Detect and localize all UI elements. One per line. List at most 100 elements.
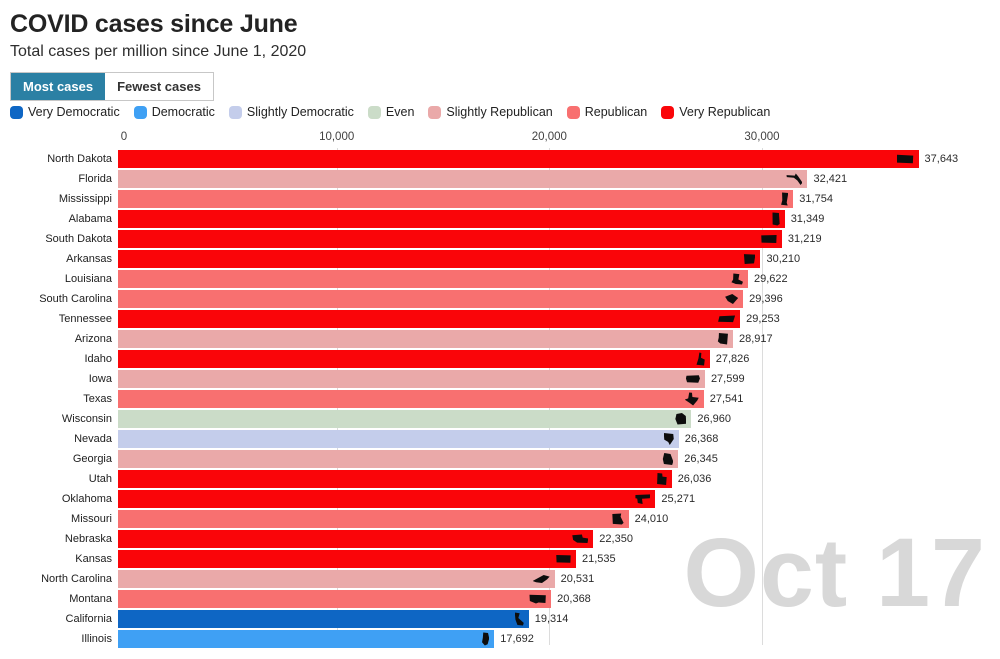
bar-nevada	[118, 430, 679, 448]
legend-item-even: Even	[367, 105, 415, 119]
date-watermark: Oct 17	[683, 518, 986, 627]
bar-south-carolina	[118, 290, 744, 308]
legend-label: Slightly Republican	[446, 105, 553, 119]
bar-missouri	[118, 510, 629, 528]
wisconsin-shape-icon	[675, 413, 687, 425]
legend-swatch-icon	[10, 105, 23, 119]
texas-shape-icon	[684, 392, 699, 406]
legend-swatch-icon	[367, 105, 381, 119]
legend-item-very-republican: Very Republican	[661, 105, 770, 119]
legend-swatch-icon	[228, 105, 242, 119]
bar-georgia	[118, 450, 679, 468]
page-title: COVID cases since June	[10, 10, 298, 38]
state-label-illinois: Illinois	[81, 633, 112, 645]
value-label-nebraska: 22,350	[599, 533, 633, 545]
state-label-arkansas: Arkansas	[66, 253, 112, 265]
legend-item-republican: Republican	[566, 105, 648, 119]
state-label-utah: Utah	[88, 473, 112, 485]
value-label-california: 19,314	[534, 613, 569, 625]
value-label-alabama: 31,349	[790, 213, 825, 225]
bar-north-carolina	[118, 570, 555, 588]
value-label-nevada: 26,368	[684, 433, 719, 445]
legend-swatch-icon	[661, 105, 675, 119]
louisiana-shape-icon	[731, 273, 743, 285]
missouri-shape-icon	[612, 513, 624, 525]
value-label-oklahoma: 25,271	[661, 493, 696, 505]
bar-montana	[118, 590, 552, 608]
value-label-texas: 27,541	[709, 393, 744, 405]
bar-row-texas: Texas 27,541	[0, 389, 1000, 409]
alabama-shape-icon	[772, 212, 780, 226]
legend-label: Republican	[584, 105, 648, 119]
legend: Very Democratic Democratic Slightly Democr…	[10, 105, 770, 119]
bar-texas	[118, 390, 704, 408]
legend-item-very-democratic: Very Democratic	[10, 105, 120, 119]
bar-idaho	[118, 350, 710, 368]
tab-most-cases[interactable]: Most cases	[11, 73, 106, 100]
bar-louisiana	[118, 270, 748, 288]
legend-label: Very Democratic	[28, 105, 120, 119]
legend-swatch-icon	[133, 105, 147, 119]
value-label-utah: 26,036	[677, 473, 712, 485]
georgia-shape-icon	[662, 453, 674, 465]
value-label-arizona: 28,917	[738, 333, 773, 345]
tab-group: Most cases Fewest cases	[10, 72, 214, 101]
bar-row-california: California 19,314	[0, 609, 1000, 629]
value-label-tennessee: 29,253	[746, 313, 780, 325]
bar-florida	[118, 170, 808, 188]
bar-row-idaho: Idaho 27,826	[0, 349, 1000, 369]
bar-row-wisconsin: Wisconsin 26,960	[0, 409, 1000, 429]
bar-tennessee	[118, 310, 741, 328]
legend-item-slightly-democratic: Slightly Democratic	[228, 105, 354, 119]
page-subtitle: Total cases per million since June 1, 20…	[10, 43, 307, 60]
legend-swatch-icon	[428, 105, 442, 119]
state-label-louisiana: Louisiana	[64, 273, 112, 285]
tab-fewest-cases[interactable]: Fewest cases	[105, 73, 213, 100]
arizona-shape-icon	[717, 333, 728, 345]
value-label-illinois: 17,692	[500, 633, 534, 645]
value-label-florida: 32,421	[813, 173, 848, 185]
legend-swatch-icon	[566, 105, 580, 119]
bar-row-georgia: Georgia 26,345	[0, 449, 1000, 469]
bar-row-kansas: Kansas 21,535	[0, 549, 1000, 569]
bar-row-arkansas: Arkansas 30,210	[0, 249, 1000, 269]
x-axis-tick-20000: 20,000	[531, 131, 567, 143]
bar-row-louisiana: Louisiana 29,622	[0, 269, 1000, 289]
south-dakota-shape-icon	[761, 235, 777, 243]
legend-label: Slightly Democratic	[246, 105, 354, 119]
bar-row-nevada: Nevada 26,368	[0, 429, 1000, 449]
bar-row-arizona: Arizona 28,917	[0, 329, 1000, 349]
florida-shape-icon	[786, 173, 803, 185]
bar-row-alabama: Alabama 31,349	[0, 209, 1000, 229]
north-carolina-shape-icon	[532, 575, 550, 583]
state-label-missouri: Missouri	[71, 513, 112, 525]
value-label-south-dakota: 31,219	[787, 233, 822, 245]
state-label-tennessee: Tennessee	[58, 313, 112, 325]
montana-shape-icon	[529, 594, 546, 604]
oklahoma-shape-icon	[635, 494, 651, 504]
bar-iowa	[118, 370, 705, 388]
value-label-arkansas: 30,210	[766, 253, 801, 265]
state-label-kansas: Kansas	[75, 553, 112, 565]
bar-row-oklahoma: Oklahoma 25,271	[0, 489, 1000, 509]
arkansas-shape-icon	[743, 254, 756, 265]
bar-row-south-carolina: South Carolina 29,396	[0, 289, 1000, 309]
utah-shape-icon	[657, 473, 667, 485]
bar-row-north-dakota: North Dakota 37,643	[0, 149, 1000, 169]
state-label-south-dakota: South Dakota	[45, 233, 112, 245]
value-label-kansas: 21,535	[581, 553, 616, 565]
x-axis-tick-10000: 10,000	[319, 131, 355, 143]
illinois-shape-icon	[482, 632, 490, 646]
bar-north-dakota	[118, 150, 919, 168]
bar-row-missouri: Missouri 24,010	[0, 509, 1000, 529]
value-label-missouri: 24,010	[634, 513, 669, 525]
bar-utah	[118, 470, 672, 488]
legend-label: Even	[385, 105, 415, 119]
bar-row-tennessee: Tennessee 29,253	[0, 309, 1000, 329]
tennessee-shape-icon	[718, 315, 736, 323]
iowa-shape-icon	[685, 375, 700, 383]
bar-row-mississippi: Mississippi 31,754	[0, 189, 1000, 209]
legend-item-democratic: Democratic	[133, 105, 215, 119]
bar-arizona	[118, 330, 733, 348]
